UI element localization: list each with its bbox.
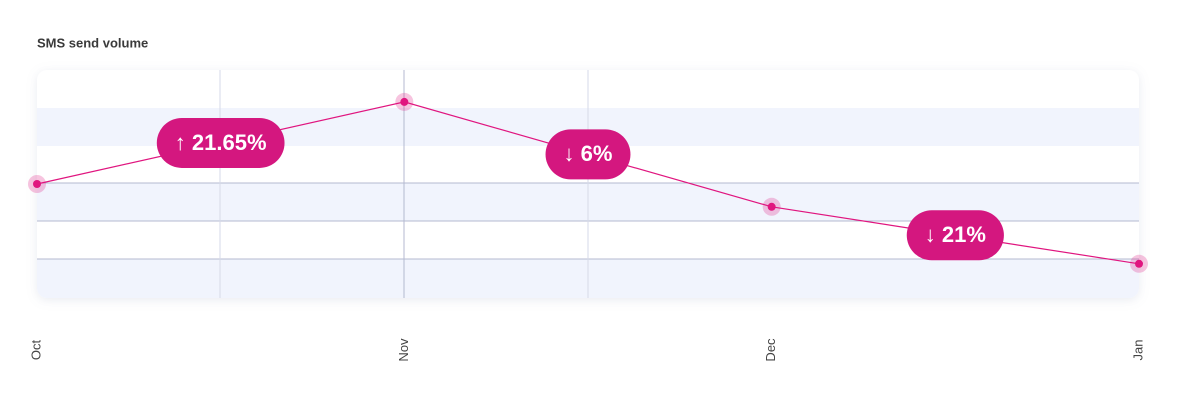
chart-title: SMS send volume <box>37 35 148 50</box>
data-point <box>400 97 409 106</box>
x-tick-label: Nov <box>396 338 411 362</box>
badge-pill <box>906 210 1004 261</box>
x-tick-label: Oct <box>28 340 43 361</box>
data-point <box>767 202 776 211</box>
badge-pill <box>156 117 285 168</box>
x-tick-label: Jan <box>1130 340 1145 361</box>
badge-text: ↓ 6% <box>564 141 613 166</box>
data-point <box>1135 259 1143 268</box>
change-badge: ↓ 21% <box>906 210 1004 261</box>
data-point <box>33 180 41 188</box>
change-badge: ↓ 6% <box>545 129 631 180</box>
x-tick-label: Dec <box>763 338 778 362</box>
badge-pill <box>545 129 631 180</box>
badge-text: ↓ 21% <box>925 222 986 247</box>
badge-text: ↑ 21.65% <box>175 130 267 155</box>
change-badge: ↑ 21.65% <box>156 117 285 168</box>
